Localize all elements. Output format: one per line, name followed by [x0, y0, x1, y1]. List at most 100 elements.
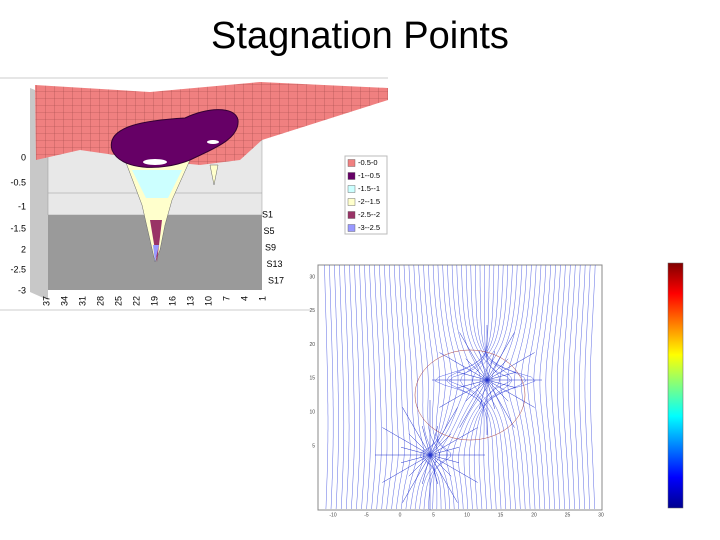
radial-line [486, 371, 517, 381]
x-axis-label: 16 [167, 296, 177, 306]
series-label: S17 [268, 275, 284, 285]
streamline [545, 265, 556, 510]
streamline [344, 265, 350, 510]
x-tick-label: 15 [498, 512, 504, 518]
radial-line [486, 379, 517, 389]
legend-swatch [347, 159, 356, 167]
z-axis-label: -2.5 [10, 264, 26, 274]
x-axis-label: 22 [131, 296, 141, 306]
streamline [520, 265, 537, 510]
streamline [349, 265, 355, 510]
legend-swatch [347, 198, 356, 206]
plot-frame [317, 264, 603, 511]
streamline [393, 265, 405, 510]
x-axis-label: 19 [149, 296, 159, 306]
radial-line [459, 379, 488, 428]
radial-line [402, 407, 431, 456]
x-axis-label: 1 [257, 296, 267, 301]
streamline [507, 265, 527, 510]
streamline [369, 265, 377, 510]
radial-line [429, 454, 452, 477]
radial-line [478, 350, 488, 381]
z-axis-label: 2 [21, 244, 26, 254]
funnel-band [132, 170, 182, 198]
radial-line [486, 352, 535, 381]
funnel [209, 164, 219, 186]
surface-blob [110, 109, 239, 168]
z-axis-label: -3 [18, 285, 26, 295]
x-tick-label: 5 [432, 512, 435, 518]
slide-title: Stagnation Points [211, 15, 509, 57]
streamline [460, 265, 504, 510]
streamline [364, 265, 371, 510]
radial-line [421, 425, 431, 456]
x-axis-label: 10 [203, 296, 213, 306]
radial-line [439, 352, 488, 381]
z-axis-label: -0.5 [10, 177, 26, 187]
streamline [551, 265, 561, 510]
streamline [499, 265, 523, 510]
streamline [389, 265, 399, 510]
radial-line [429, 454, 460, 464]
x-tick-label: 25 [565, 512, 571, 518]
streamline [468, 265, 526, 510]
radial-line [400, 446, 431, 456]
x-tick-label: 20 [531, 512, 537, 518]
radial-line [429, 446, 460, 456]
streamline [463, 265, 513, 510]
legend-box [344, 155, 388, 235]
streamline [432, 265, 446, 510]
legend-label: -2--1.5 [358, 197, 380, 206]
z-axis-label: 0 [21, 152, 26, 162]
streamline [527, 265, 542, 510]
legend-label: -0.5-0 [358, 158, 378, 167]
streamline [403, 265, 418, 510]
y-tick-label: 10 [309, 410, 315, 416]
legend-label: -2.5--2 [358, 210, 380, 219]
legend-swatch [347, 224, 356, 232]
radial-line [486, 358, 509, 381]
x-axis-label: 7 [221, 296, 231, 301]
x-axis-label: 31 [77, 296, 87, 306]
x-axis-label: 13 [185, 296, 195, 306]
streamline [568, 265, 576, 510]
streamline [557, 265, 566, 510]
y-tick-label: 15 [309, 376, 315, 382]
streamline [584, 265, 591, 510]
radial-line [486, 350, 496, 381]
radial-line [457, 379, 488, 389]
streamline [482, 265, 513, 510]
streamline [434, 265, 495, 510]
radial-line [486, 379, 535, 408]
streamline [533, 265, 547, 510]
streamline [439, 265, 473, 510]
radial-line [400, 454, 431, 464]
streamline [423, 265, 448, 510]
streamline [384, 265, 393, 510]
streamline [398, 265, 411, 510]
streamline [514, 265, 532, 510]
streamline [590, 265, 596, 510]
streamline [418, 265, 440, 510]
streamline [491, 265, 518, 510]
streamline [359, 265, 366, 510]
streamline [329, 265, 334, 510]
radial-line [421, 454, 431, 485]
funnel-tip [153, 245, 159, 262]
z-axis-label: -1 [18, 201, 26, 211]
x-axis-label: 4 [239, 296, 249, 301]
streamline [446, 265, 499, 510]
x-tick-label: -5 [364, 512, 369, 518]
radial-line [429, 407, 458, 456]
stream-plot: -10 -5 0 5 10 15 20 25 30 30 25 20 15 10 5 [309, 262, 684, 518]
x-axis-label: 25 [113, 296, 123, 306]
radial-line [459, 332, 488, 381]
radial-line [408, 454, 431, 477]
series-label: S1 [262, 209, 273, 219]
streamline [446, 265, 481, 510]
x-tick-label: -10 [329, 512, 336, 518]
radial-line [486, 379, 496, 410]
streamline [573, 265, 581, 510]
legend-swatch [347, 172, 356, 180]
radial-line [457, 371, 488, 381]
